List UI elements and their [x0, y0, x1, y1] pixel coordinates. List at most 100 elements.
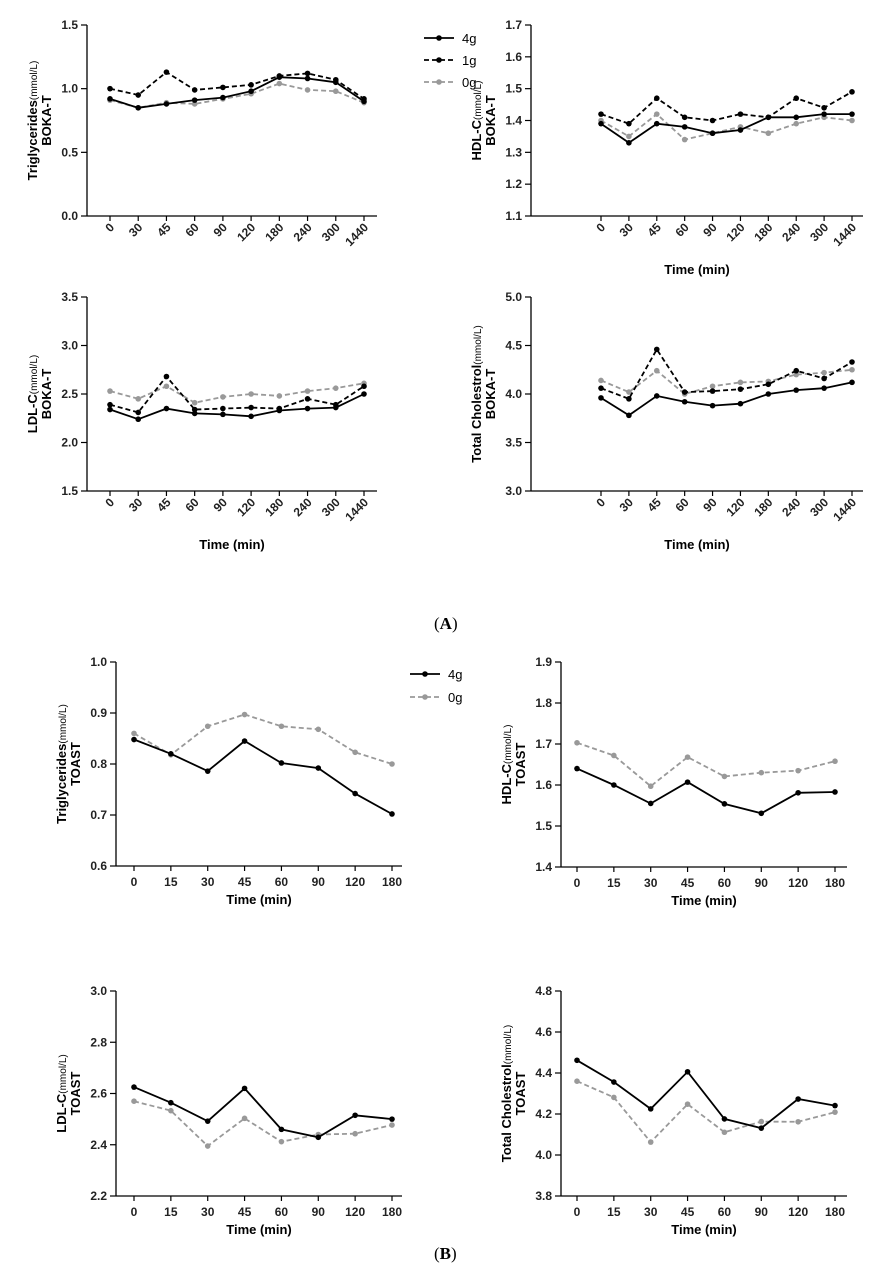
data-point-4g: [765, 391, 772, 397]
x-tick-label: 120: [724, 495, 748, 519]
x-tick-label: 1440: [342, 495, 371, 524]
data-point-1g: [191, 406, 198, 413]
x-tick-label: 90: [755, 1205, 769, 1219]
data-point-4g: [168, 1099, 174, 1106]
data-point-4g: [647, 800, 654, 807]
x-tick-label: 60: [182, 220, 202, 240]
data-point-1g: [793, 367, 800, 374]
data-point-4g: [684, 1068, 691, 1075]
data-point-0g: [832, 1109, 838, 1115]
y-tick-label: 1.5: [61, 18, 78, 32]
series-line-4g: [600, 113, 852, 144]
y-tick-label: 1.9: [535, 655, 552, 669]
legend-swatch-marker: [436, 35, 442, 41]
data-point-0g: [626, 133, 632, 140]
data-point-4g: [574, 1057, 580, 1064]
data-point-4g: [315, 1134, 322, 1141]
data-point-4g: [709, 130, 716, 137]
data-point-0g: [849, 117, 855, 124]
series-line-4g: [109, 76, 365, 109]
legend-label: 1g: [462, 53, 476, 68]
data-point-0g: [131, 1098, 137, 1104]
data-point-0g: [793, 120, 800, 127]
data-point-4g: [276, 74, 283, 81]
y-tick-label: 1.0: [61, 82, 78, 96]
data-point-0g: [191, 399, 198, 406]
x-tick-label: 45: [238, 875, 252, 889]
x-tick-label: 45: [681, 1205, 695, 1219]
data-point-4g: [684, 779, 691, 785]
x-tick-label: 90: [700, 495, 720, 515]
data-point-0g: [332, 88, 339, 95]
y-tick-label: 4.6: [535, 1025, 552, 1039]
data-point-4g: [191, 410, 198, 417]
data-point-0g: [832, 758, 838, 765]
data-point-4g: [276, 407, 283, 414]
y-axis-subtitle: BOKA-T: [39, 95, 54, 146]
data-point-0g: [107, 388, 113, 394]
series-1g: [107, 373, 367, 416]
series-line-1g: [600, 347, 853, 400]
data-point-4g: [107, 406, 113, 413]
series-4g: [598, 379, 855, 419]
data-point-1g: [304, 396, 311, 402]
data-point-1g: [653, 95, 660, 102]
x-tick-label: 300: [807, 495, 831, 519]
data-point-0g: [709, 383, 716, 390]
series-line-0g: [133, 1100, 393, 1148]
data-point-4g: [758, 1125, 765, 1131]
x-tick-label: 45: [681, 876, 695, 890]
data-point-0g: [681, 136, 688, 143]
y-tick-label: 1.6: [505, 50, 522, 64]
series-0g: [574, 739, 838, 790]
x-tick-label: 0: [574, 1205, 581, 1219]
y-tick-label: 0.9: [90, 706, 107, 720]
y-axis-subtitle: BOKA-T: [483, 369, 498, 420]
data-point-4g: [220, 411, 226, 418]
x-axis-title: Time (min): [664, 262, 730, 277]
series-4g: [107, 391, 367, 423]
data-point-1g: [361, 383, 367, 390]
data-point-4g: [361, 98, 367, 105]
x-tick-label: 60: [718, 876, 732, 890]
data-point-4g: [241, 738, 248, 744]
series-1g: [598, 89, 855, 127]
data-point-0g: [204, 723, 211, 730]
data-point-0g: [248, 391, 254, 397]
data-point-1g: [304, 70, 311, 77]
data-point-0g: [389, 1122, 395, 1128]
data-point-0g: [241, 711, 248, 718]
y-tick-label: 4.0: [505, 387, 522, 401]
data-point-4g: [647, 1106, 654, 1112]
x-axis-title: Time (min): [664, 537, 730, 552]
y-axis-title: Total Cholestrol(mmol/L): [469, 325, 484, 462]
data-point-4g: [332, 79, 339, 86]
series-line-0g: [600, 112, 853, 141]
y-axis-title: Triglycerides(mmol/L): [25, 61, 40, 181]
x-tick-label: 60: [718, 1205, 732, 1219]
x-tick-label: 90: [211, 220, 231, 240]
x-axis-title: Time (min): [199, 537, 265, 552]
data-point-1g: [163, 69, 170, 75]
y-tick-label: 5.0: [505, 290, 522, 304]
data-point-4g: [611, 782, 617, 788]
data-point-4g: [278, 1126, 285, 1133]
series-line-0g: [600, 368, 853, 395]
x-tick-label: 15: [164, 875, 178, 889]
x-tick-label: 180: [751, 220, 775, 244]
data-point-4g: [653, 393, 660, 399]
data-point-0g: [849, 366, 855, 373]
x-tick-label: 180: [262, 495, 286, 519]
x-tick-label: 0: [102, 495, 117, 510]
x-tick-label: 300: [319, 220, 343, 244]
data-point-4g: [191, 97, 198, 103]
data-point-1g: [681, 114, 688, 121]
data-point-1g: [849, 359, 855, 365]
data-point-4g: [352, 790, 358, 797]
series-0g: [574, 1078, 838, 1145]
x-tick-label: 120: [234, 220, 258, 244]
y-tick-label: 2.2: [90, 1189, 107, 1203]
data-point-4g: [821, 385, 827, 391]
data-point-4g: [135, 416, 142, 423]
data-point-0g: [647, 1139, 654, 1145]
